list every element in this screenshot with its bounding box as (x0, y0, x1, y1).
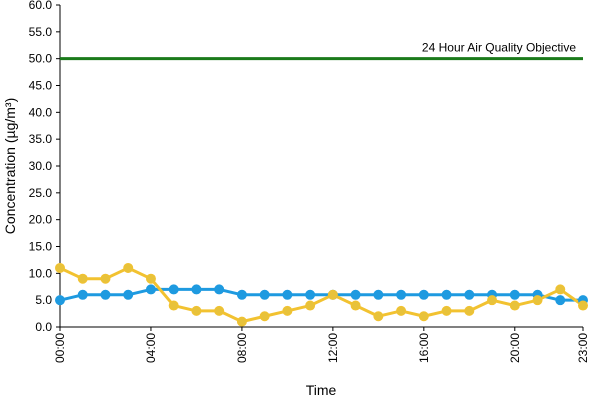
series-1-point (532, 295, 543, 306)
series-1-point (509, 300, 520, 311)
series-0-point (259, 289, 270, 300)
series-lines-group (59, 266, 584, 324)
series-1-point (214, 305, 225, 316)
series-0-point (441, 289, 452, 300)
y-tick-label: 20.0 (29, 213, 53, 227)
y-tick-label: 5.0 (35, 293, 52, 307)
series-0-point (168, 284, 179, 295)
series-1-point (578, 300, 588, 311)
series-1-point (282, 305, 293, 316)
series-0-point (100, 289, 111, 300)
series-0-point (418, 289, 429, 300)
x-tick-label: 23:00 (576, 333, 590, 363)
series-1-point (418, 311, 429, 322)
x-tick-label: 04:00 (144, 333, 158, 363)
y-tick-label: 0.0 (35, 320, 52, 334)
series-0-point (282, 289, 293, 300)
y-tick-label: 50.0 (29, 52, 53, 66)
x-axis-title: Time (306, 382, 337, 398)
series-1-point (373, 311, 384, 322)
series-0-point (236, 289, 247, 300)
series-1-point (236, 316, 247, 327)
series-1-point (305, 300, 316, 311)
series-0-point (145, 284, 156, 295)
y-tick-label: 35.0 (29, 132, 53, 146)
x-tick-label: 16:00 (417, 333, 431, 363)
series-markers-group (55, 262, 588, 327)
series-0-point (373, 289, 384, 300)
series-1-point (145, 273, 156, 284)
series-0-point (55, 295, 65, 306)
y-tick-label: 45.0 (29, 79, 53, 93)
reference-line-group: 24 Hour Air Quality Objective (60, 41, 583, 61)
series-1-point (100, 273, 111, 284)
series-1-point (487, 295, 498, 306)
series-0-point (305, 289, 316, 300)
y-tick-label: 60.0 (29, 0, 53, 12)
y-tick-label: 55.0 (29, 25, 53, 39)
series-0-point (350, 289, 361, 300)
series-0-point (77, 289, 88, 300)
x-tick-label: 12:00 (326, 333, 340, 363)
series-1-point (191, 305, 202, 316)
series-1-point (55, 262, 65, 273)
reference-line-label: 24 Hour Air Quality Objective (422, 41, 576, 55)
series-1-point (555, 284, 566, 295)
series-1-point (464, 305, 475, 316)
series-0-point (191, 284, 202, 295)
y-tick-label: 25.0 (29, 186, 53, 200)
series-1-point (123, 262, 134, 273)
y-axis-title: Concentration (µg/m³) (2, 98, 18, 234)
series-1-point (396, 305, 407, 316)
series-1-point (77, 273, 88, 284)
series-0-point (396, 289, 407, 300)
series-0-point (509, 289, 520, 300)
y-tick-label: 10.0 (29, 266, 53, 280)
x-tick-label: 00:00 (53, 333, 67, 363)
series-1-point (350, 300, 361, 311)
series-1-point (259, 311, 270, 322)
y-tick-label: 30.0 (29, 159, 53, 173)
series-1-point (168, 300, 179, 311)
series-1-point (441, 305, 452, 316)
y-tick-label: 15.0 (29, 240, 53, 254)
y-tick-label: 40.0 (29, 105, 53, 119)
series-1-point (327, 289, 338, 300)
series-0-point (123, 289, 134, 300)
x-tick-label: 20:00 (508, 333, 522, 363)
series-0-point (555, 295, 566, 306)
series-0-point (214, 284, 225, 295)
series-0-point (464, 289, 475, 300)
labels-group: 0.0 5.0 10.0 15.0 20.0 25.0 30.0 35.0 40.0 45.0 50… (29, 0, 590, 363)
x-tick-label: 08:00 (235, 333, 249, 363)
